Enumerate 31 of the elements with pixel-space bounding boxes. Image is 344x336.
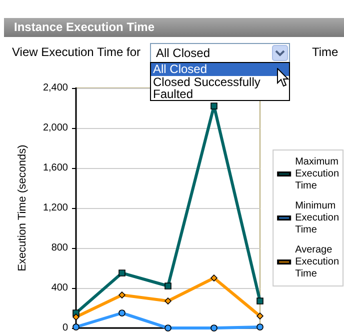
point bbox=[256, 312, 264, 320]
y-tick-label: 1,200 bbox=[42, 202, 68, 214]
y-tick-label: 2,000 bbox=[42, 122, 68, 134]
point bbox=[210, 324, 218, 332]
y-axis-title: Execution Time (seconds) bbox=[16, 144, 28, 272]
legend-label: Average Execution Time bbox=[295, 244, 340, 280]
point bbox=[164, 298, 172, 304]
text: View Execution Time for bbox=[12, 45, 141, 59]
point bbox=[256, 298, 264, 304]
point bbox=[256, 324, 264, 330]
text: Closed Successfully bbox=[152, 74, 262, 88]
annotation: Faulted bbox=[152, 87, 194, 101]
point bbox=[210, 102, 218, 110]
text: All Closed bbox=[150, 43, 290, 63]
point bbox=[118, 310, 126, 316]
legend-label: Minimum Execution Time bbox=[295, 200, 340, 236]
y-tick-label: 1,600 bbox=[42, 162, 68, 174]
y-tick-label: 800 bbox=[51, 242, 68, 254]
point bbox=[118, 292, 126, 298]
point bbox=[164, 324, 172, 332]
legend-label: Maximum Execution Time bbox=[295, 156, 340, 192]
y-tick-label: 2,400 bbox=[42, 82, 68, 94]
point bbox=[164, 282, 172, 290]
text: Time bbox=[312, 45, 338, 59]
y-tick-label: 0 bbox=[62, 322, 68, 334]
point bbox=[118, 270, 126, 276]
point bbox=[72, 314, 80, 320]
point bbox=[210, 274, 218, 282]
y-tick-label: 400 bbox=[51, 282, 68, 294]
text: All Closed bbox=[151, 62, 289, 76]
chart-title: Instance Execution Time bbox=[4, 18, 344, 37]
